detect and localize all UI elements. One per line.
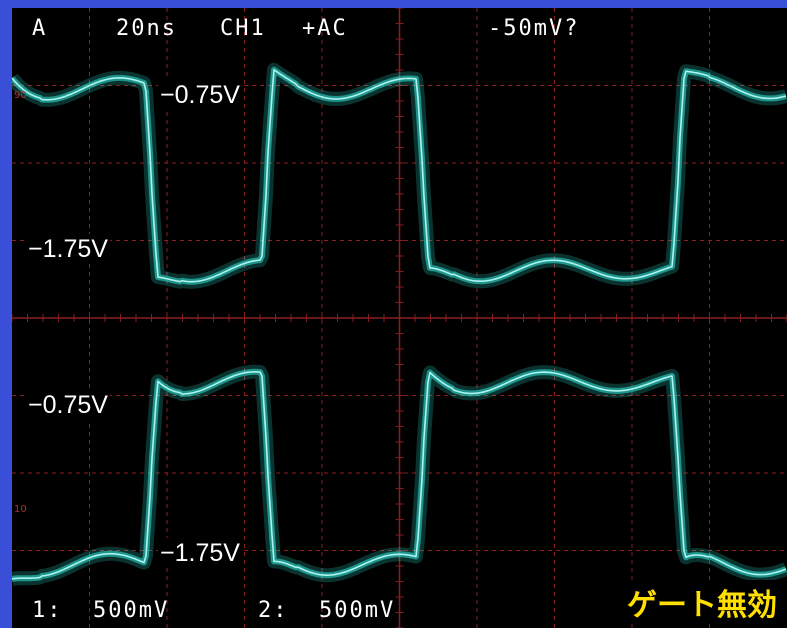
scope-plot [12, 8, 787, 628]
status-trigger-level: -50mV? [488, 16, 580, 41]
gate-disabled-label: ゲート無効 [625, 580, 779, 624]
level-label-bottom-high: −0.75V [26, 390, 110, 420]
trace-ch2-line [12, 371, 787, 580]
waveform-traces [12, 62, 787, 586]
trace-ch1-line [12, 69, 787, 283]
level-label-top-low: −1.75V [26, 234, 110, 264]
graticule [12, 8, 787, 628]
oscilloscope-screen: A 20ns CH1 +AC -50mV? 90 10 −0.75V −1.75… [12, 8, 787, 628]
grid-mark-10: 10 [14, 504, 27, 515]
scale-ch2: 2: 500mV [258, 598, 396, 623]
status-coupling: +AC [302, 16, 348, 41]
level-label-top-high: −0.75V [158, 80, 242, 110]
status-channel: CH1 [220, 16, 266, 41]
status-channel-letter: A [32, 16, 48, 41]
level-label-bottom-low: −1.75V [158, 538, 242, 568]
status-timebase: 20ns [116, 16, 177, 41]
scale-ch1: 1: 500mV [32, 598, 170, 623]
grid-mark-90: 90 [14, 90, 27, 101]
